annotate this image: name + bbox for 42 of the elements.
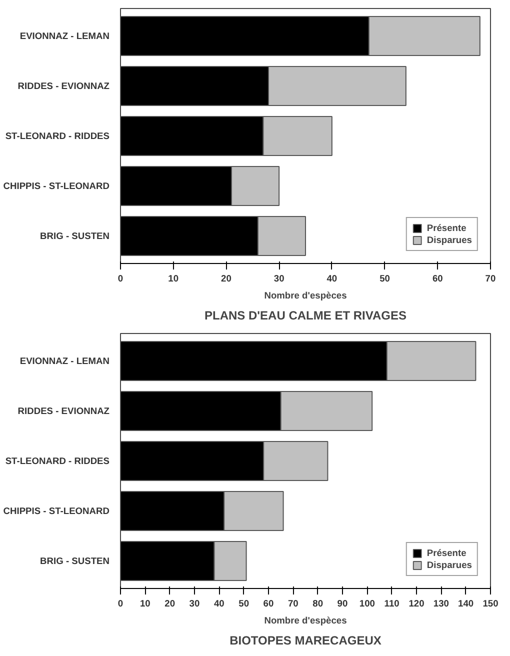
y-tick-label: RIDDES - EVIONNAZ: [18, 81, 110, 91]
x-tick-label: 130: [433, 598, 449, 608]
x-tick-label: 40: [214, 598, 224, 608]
text: BIOTOPES MARECAGEUX: [230, 634, 382, 648]
x-axis-title: Nombre d'espèces: [264, 616, 347, 626]
x-tick-label: 110: [384, 598, 400, 608]
x-tick-label: 100: [359, 598, 375, 608]
x-tick-label: 10: [140, 598, 150, 608]
y-tick-label: RIDDES - EVIONNAZ: [18, 406, 110, 416]
legend-label: Présente: [426, 548, 466, 558]
x-tick-label: 10: [168, 274, 179, 284]
y-tick-label: ST-LEONARD - RIDDES: [5, 456, 110, 466]
x-tick-label: 70: [288, 598, 298, 608]
text: PLANS D'EAU CALME ET RIVAGES: [204, 308, 406, 322]
x-tick-label: 140: [458, 598, 474, 608]
x-tick-label: 30: [274, 274, 284, 284]
x-tick-label: 120: [408, 598, 424, 608]
x-tick-label: 50: [238, 598, 250, 608]
x-tick-label: 50: [380, 274, 390, 284]
legend-label: Présente: [426, 223, 466, 233]
x-tick-label: 90: [337, 598, 348, 608]
x-tick-label: 70: [485, 274, 496, 284]
x-tick-label: 40: [326, 274, 338, 284]
x-tick-label: 60: [263, 598, 274, 608]
y-tick-label: BRIG - SUSTEN: [40, 556, 110, 566]
x-tick-label: 80: [312, 598, 324, 608]
x-tick-label: 150: [482, 598, 498, 608]
x-tick-label: 0: [118, 598, 124, 608]
y-tick-label: ST-LEONARD - RIDDES: [5, 131, 110, 141]
x-axis-title: Nombre d'espèces: [264, 290, 347, 300]
x-tick-label: 20: [164, 598, 176, 608]
x-tick-label: 20: [221, 274, 232, 284]
y-tick-label: EVIONNAZ - LEMAN: [20, 31, 110, 41]
y-tick-label: EVIONNAZ - LEMAN: [20, 356, 110, 366]
legend-label: Disparues: [426, 235, 472, 245]
x-tick-label: 0: [118, 274, 124, 284]
y-tick-label: BRIG - SUSTEN: [40, 231, 110, 241]
y-tick-label: CHIPPIS - ST-LEONARD: [3, 181, 110, 191]
x-tick-label: 30: [189, 598, 200, 608]
x-tick-label: 60: [432, 274, 443, 284]
legend-label: Disparues: [426, 560, 472, 570]
y-tick-label: CHIPPIS - ST-LEONARD: [3, 506, 110, 516]
